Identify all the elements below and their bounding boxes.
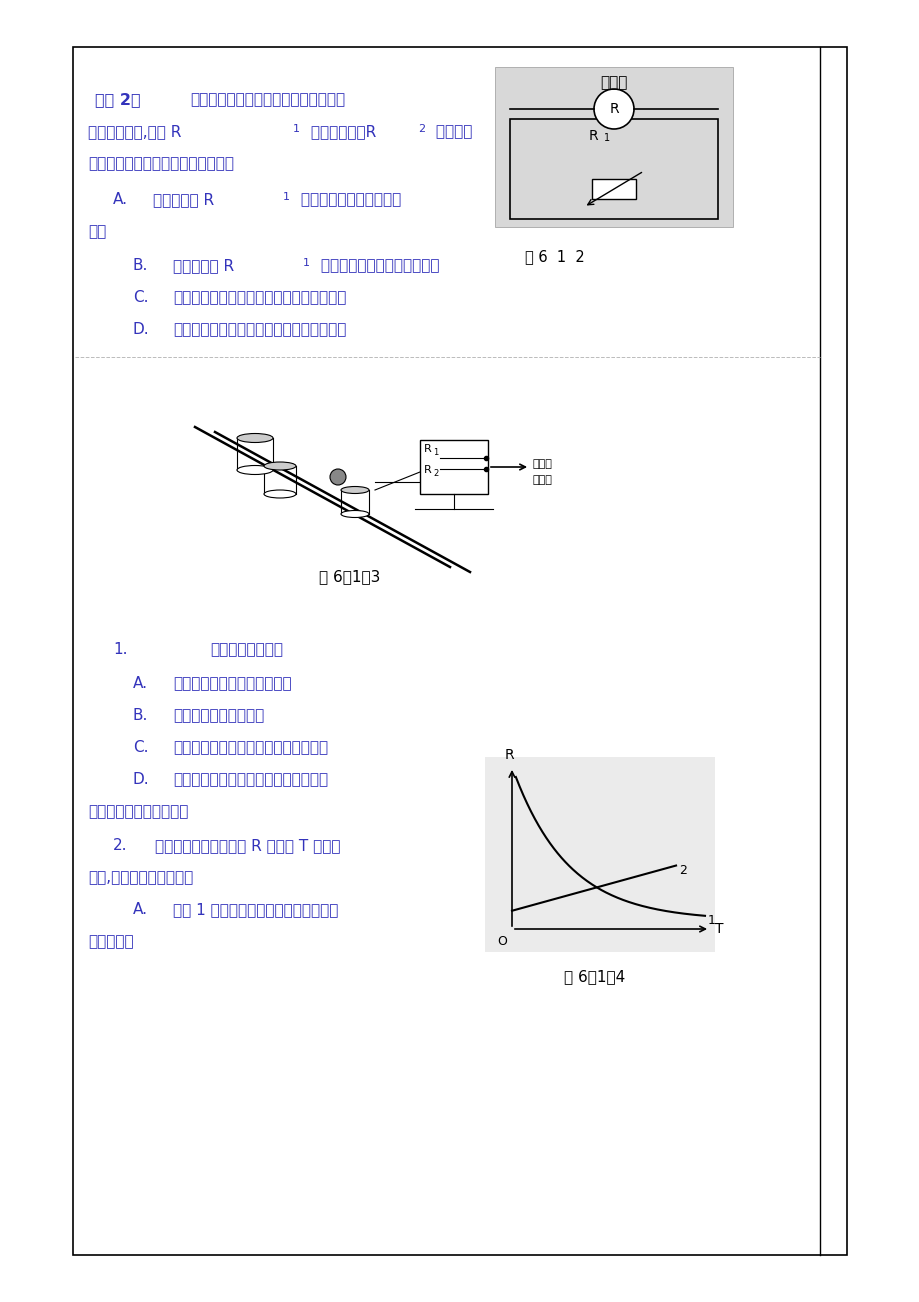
Text: 时，信号处理系统获得低电压: 时，信号处理系统获得低电压 [315,258,439,273]
Text: 1: 1 [708,914,715,927]
Text: 下列说法正确的是: 下列说法正确的是 [210,642,283,658]
Text: 2: 2 [678,863,686,876]
Text: 当有光照射 R: 当有光照射 R [153,191,214,207]
Text: 信号处: 信号处 [532,460,552,469]
Text: 理系统: 理系统 [532,475,552,486]
Ellipse shape [341,487,369,493]
Ellipse shape [264,490,296,497]
Text: 如图６－１－３所示为光敏电阻自动计: 如图６－１－３所示为光敏电阻自动计 [190,92,345,107]
Text: 时，信号处理系统获得高: 时，信号处理系统获得高 [296,191,401,207]
Bar [494,66,732,227]
Text: 信号处理系统每获得一次低电压就计数一次: 信号处理系统每获得一次低电压就计数一次 [173,290,346,305]
Text: 1: 1 [604,133,609,143]
Text: 欧姆表: 欧姆表 [600,76,627,90]
Text: 图线 1 是热敏电阻的图线，它是用金属: 图线 1 是热敏电阻的图线，它是用金属 [173,902,338,917]
Text: R: R [608,102,618,116]
Text: 如图６－１－４为电阻 R 随温度 T 变化的: 如图６－１－４为电阻 R 随温度 T 变化的 [154,838,340,853]
Text: B.: B. [133,708,148,723]
Text: A.: A. [113,191,128,207]
Text: R: R [424,444,431,454]
Text: O: O [496,935,506,948]
Text: 1: 1 [302,258,310,268]
Text: A.: A. [133,676,148,691]
Text: C.: C. [133,740,148,755]
Text: 传感器担负着信息采集的任务: 传感器担负着信息采集的任务 [173,676,291,691]
Text: 传感器不是电视摇控接收器的主要元件: 传感器不是电视摇控接收器的主要元件 [173,740,328,755]
Text: 图 6－1－3: 图 6－1－3 [319,569,380,585]
Text: 2: 2 [433,469,437,478]
Text: 为光敏电阻，R: 为光敏电阻，R [306,124,376,139]
Bar [591,178,635,199]
Text: T: T [714,922,722,936]
Text: 数器的示意图,其中 R: 数器的示意图,其中 R [88,124,181,139]
Text: 图线,下列说法中正确的是: 图线,下列说法中正确的是 [88,870,193,885]
Text: D.: D. [133,322,150,337]
Text: A.: A. [133,902,148,917]
Ellipse shape [237,466,273,474]
Text: 干簧管是一种磁传感器: 干簧管是一种磁传感器 [173,708,264,723]
Circle shape [330,469,346,486]
Text: R: R [588,129,598,143]
Text: 1: 1 [433,448,437,457]
Text: 信号处理系统每获得一次高电压就计数一次: 信号处理系统每获得一次高电压就计数一次 [173,322,346,337]
Text: 阻。此光电计数器的基本工作原理是: 阻。此光电计数器的基本工作原理是 [88,156,233,171]
Text: B.: B. [133,258,148,273]
Text: 2: 2 [417,124,425,134]
Text: 材料制成的: 材料制成的 [88,934,133,949]
Bar [73,47,846,1255]
Bar [420,440,487,493]
Text: 2.: 2. [113,838,128,853]
Text: 1: 1 [283,191,289,202]
Text: 转换为电信号的主要工具: 转换为电信号的主要工具 [88,805,188,819]
Text: 传感器是力、温度、光、声、化学成分: 传感器是力、温度、光、声、化学成分 [173,772,328,786]
Text: 1: 1 [292,124,300,134]
Text: 1.: 1. [113,642,128,658]
Text: 为定值电: 为定值电 [430,124,471,139]
Text: 【例 2】: 【例 2】 [95,92,141,107]
Text: 电压: 电压 [88,224,106,240]
Text: D.: D. [133,772,150,786]
Text: C.: C. [133,290,148,305]
Circle shape [594,89,633,129]
Text: R: R [424,465,431,475]
Text: 图 6  1  2: 图 6 1 2 [525,249,584,264]
Text: 当有光照射 R: 当有光照射 R [173,258,233,273]
Bar [484,756,714,952]
Bar [509,118,717,219]
Ellipse shape [341,510,369,517]
Text: 图 6－1－4: 图 6－1－4 [563,969,625,984]
Text: R: R [504,749,513,762]
Ellipse shape [264,462,296,470]
Ellipse shape [237,434,273,443]
